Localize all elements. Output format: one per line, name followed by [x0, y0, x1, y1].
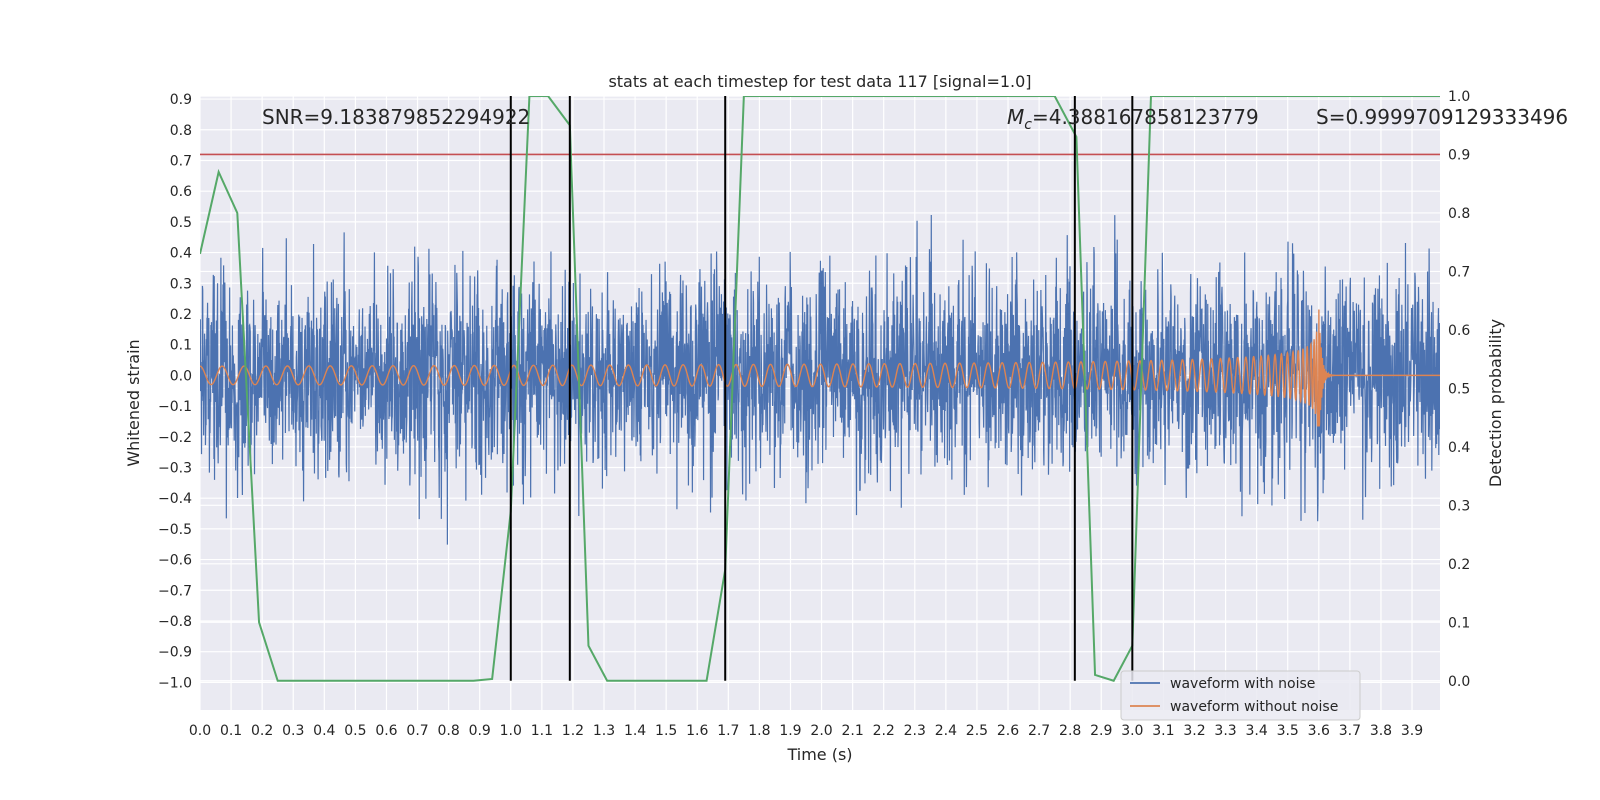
- y2-tick-label: 0.0: [1448, 674, 1470, 690]
- legend-label-clean: waveform without noise: [1170, 699, 1338, 715]
- x-tick-label: 1.4: [624, 723, 646, 739]
- chirp-mass-annotation: Mc=4.388167858123779: [1007, 105, 1259, 133]
- y-tick-label: 0.0: [170, 368, 192, 384]
- y-axis-label: Whitened strain: [124, 339, 143, 466]
- series-detection-probability: [200, 96, 1440, 682]
- x-tick-label: 2.0: [810, 723, 832, 739]
- x-tick-label: 0.4: [313, 723, 335, 739]
- x-tick-label: 2.2: [873, 723, 895, 739]
- x-tick-label: 0.0: [189, 723, 211, 739]
- y-tick-label: −0.7: [158, 583, 192, 599]
- chirp-mass-value: =4.388167858123779: [1032, 105, 1259, 129]
- x-tick-label: 0.3: [282, 723, 304, 739]
- x-tick-label: 1.1: [531, 723, 553, 739]
- y-tick-label: 0.3: [170, 276, 192, 292]
- score-annotation: S=0.9999709129333496: [1316, 105, 1568, 129]
- x-tick-label: 2.6: [997, 723, 1019, 739]
- x-tick-label: 0.6: [375, 723, 397, 739]
- x-tick-label: 3.1: [1152, 723, 1174, 739]
- x-tick-label: 1.7: [717, 723, 739, 739]
- x-tick-label: 3.6: [1308, 723, 1330, 739]
- x-tick-label: 0.7: [406, 723, 428, 739]
- y2-tick-label: 0.5: [1448, 381, 1470, 397]
- y-tick-label: −0.8: [158, 614, 192, 630]
- x-axis-label: Time (s): [786, 745, 852, 764]
- x-tick-label: 3.7: [1339, 723, 1361, 739]
- series-layer: [200, 96, 1440, 682]
- series-waveform-without-noise: [200, 309, 1440, 427]
- y-tick-label: −0.2: [158, 430, 192, 446]
- x-tick-label: 2.5: [966, 723, 988, 739]
- y2-axis-ticks: 1.0 0.9 0.8 0.7 0.6 0.5 0.4 0.3 0.2 0.1 0.0: [1448, 89, 1470, 690]
- legend: waveform with noise waveform without noi…: [1120, 670, 1361, 721]
- y-axis-ticks: 0.9 0.8 0.7 0.6 0.5 0.4 0.3 0.2 0.1 0.0 −0.1 −0.2 −0…: [158, 92, 192, 691]
- x-tick-label: 3.4: [1246, 723, 1268, 739]
- y-tick-label: 0.4: [170, 246, 192, 262]
- x-tick-label: 3.2: [1183, 723, 1205, 739]
- snr-annotation: SNR=9.183879852294922: [262, 105, 530, 129]
- x-tick-label: 0.1: [220, 723, 242, 739]
- y-tick-label: 0.5: [170, 215, 192, 231]
- x-tick-label: 1.6: [686, 723, 708, 739]
- y-tick-label: −0.1: [158, 399, 192, 415]
- x-tick-label: 1.8: [748, 723, 770, 739]
- y2-tick-label: 0.2: [1448, 557, 1470, 573]
- x-tick-label: 1.2: [562, 723, 584, 739]
- x-tick-label: 2.7: [1028, 723, 1050, 739]
- chirp-mass-symbol: M: [1007, 105, 1024, 129]
- x-tick-label: 2.3: [904, 723, 926, 739]
- x-tick-label: 2.4: [935, 723, 957, 739]
- x-tick-label: 3.8: [1370, 723, 1392, 739]
- series-waveform-with-noise: [200, 215, 1440, 545]
- legend-label-noise: waveform with noise: [1170, 676, 1315, 692]
- x-tick-label: 1.5: [655, 723, 677, 739]
- y2-tick-label: 0.8: [1448, 206, 1470, 222]
- x-tick-label: 0.2: [251, 723, 273, 739]
- x-tick-label: 0.8: [437, 723, 459, 739]
- y2-tick-label: 0.7: [1448, 264, 1470, 280]
- x-tick-label: 3.5: [1277, 723, 1299, 739]
- y-tick-label: 0.1: [170, 338, 192, 354]
- y-tick-label: 0.9: [170, 92, 192, 108]
- y-tick-label: 0.6: [170, 184, 192, 200]
- y-tick-label: 0.2: [170, 307, 192, 323]
- x-tick-label: 3.9: [1401, 723, 1423, 739]
- y2-axis-label: Detection probability: [1486, 319, 1505, 487]
- y-tick-label: 0.8: [170, 123, 192, 139]
- x-tick-label: 3.3: [1214, 723, 1236, 739]
- legend-box: [1120, 670, 1361, 721]
- y2-tick-label: 0.4: [1448, 440, 1470, 456]
- x-axis-ticks: 0.0 0.1 0.2 0.3 0.4 0.5 0.6 0.7 0.8 0.9 1.0 1.1 1.2 1…: [189, 723, 1423, 739]
- x-tick-label: 2.1: [841, 723, 863, 739]
- y-tick-label: −0.6: [158, 553, 192, 569]
- y2-tick-label: 0.9: [1448, 147, 1470, 163]
- y-tick-label: −0.3: [158, 460, 192, 476]
- y2-tick-label: 0.3: [1448, 498, 1470, 514]
- x-tick-label: 1.0: [500, 723, 522, 739]
- x-tick-label: 3.0: [1121, 723, 1143, 739]
- y2-tick-label: 0.6: [1448, 323, 1470, 339]
- y-tick-label: −0.5: [158, 522, 192, 538]
- x-tick-label: 0.9: [469, 723, 491, 739]
- x-tick-label: 1.9: [779, 723, 801, 739]
- y-tick-label: −0.9: [158, 645, 192, 661]
- x-tick-label: 2.9: [1090, 723, 1112, 739]
- y-tick-label: 0.7: [170, 153, 192, 169]
- y2-tick-label: 1.0: [1448, 89, 1470, 105]
- y-tick-label: −0.4: [158, 491, 192, 507]
- x-tick-label: 1.3: [593, 723, 615, 739]
- y2-tick-label: 0.1: [1448, 615, 1470, 631]
- x-tick-label: 0.5: [344, 723, 366, 739]
- chart-title: stats at each timestep for test data 117…: [608, 72, 1031, 91]
- chirp-mass-subscript: c: [1024, 117, 1032, 133]
- y-tick-label: −1.0: [158, 675, 192, 691]
- x-tick-label: 2.8: [1059, 723, 1081, 739]
